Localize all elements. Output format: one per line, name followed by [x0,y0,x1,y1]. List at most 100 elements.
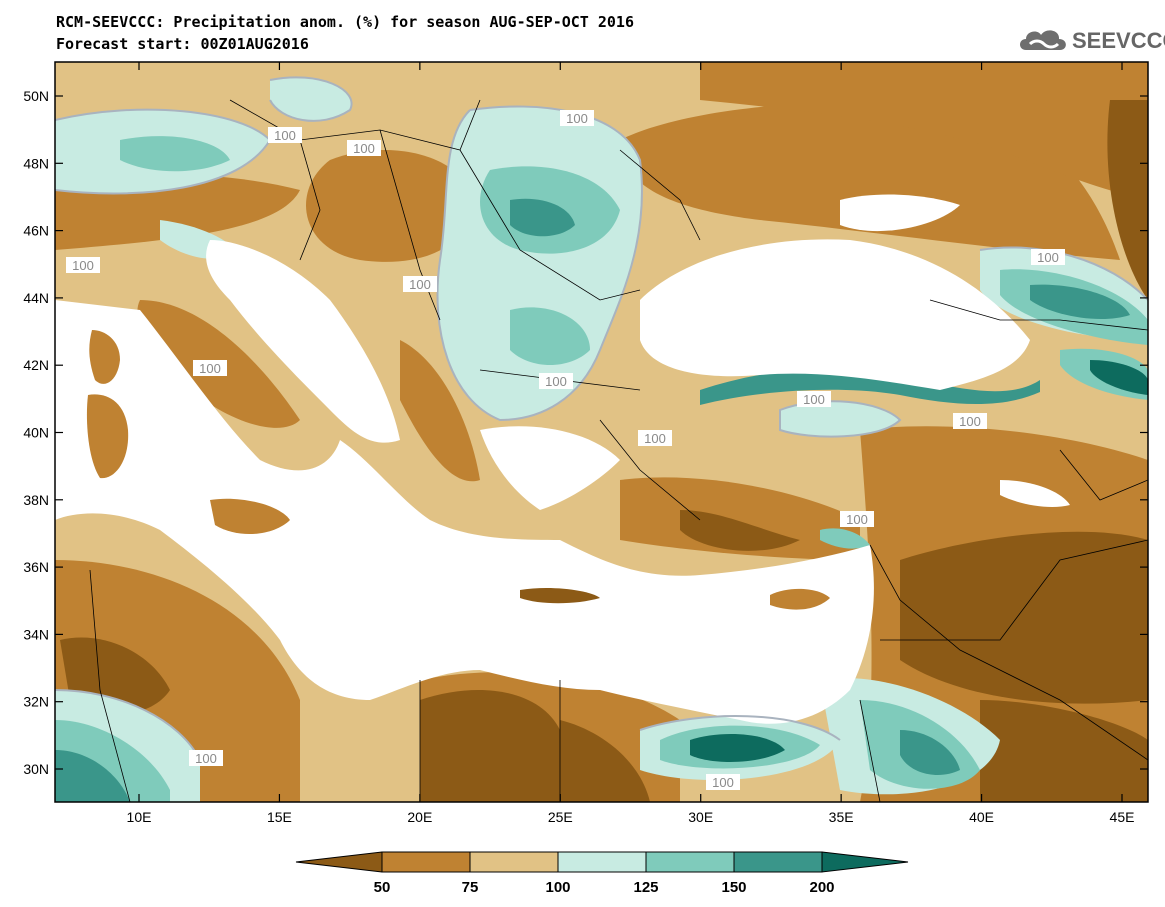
contour-label-3: 100 [347,140,381,156]
lon-tick-label: 10E [127,809,152,825]
field-region [700,367,1040,405]
field-region [306,150,472,262]
contour-100 [55,76,1148,761]
colorbar-tick-label: 100 [545,879,570,896]
crete-island [520,587,600,604]
aegean-sea [480,426,620,510]
svg-text:100: 100 [274,128,296,143]
lat-tick-label: 46N [23,223,49,239]
lat-tick-label: 48N [23,155,49,171]
field-region [690,734,785,762]
svg-text:100: 100 [846,512,868,527]
colorbar-segment [557,851,647,873]
field-region [420,690,560,802]
svg-text:100: 100 [72,258,94,273]
colorbar-segment [645,851,735,873]
svg-text:100: 100 [195,751,217,766]
colorbar-tick-label: 200 [809,879,834,896]
lat-tick-label: 36N [23,559,49,575]
field-region [560,720,650,802]
contour-label-11: 100 [638,430,672,446]
lat-tick-label: 44N [23,290,49,306]
lat-tick-label: 40N [23,425,49,441]
lon-tick-label: 45E [1110,809,1135,825]
field-region [900,531,1148,704]
logo-text: SEEVCCC [1072,28,1165,53]
contour-label-14: 100 [706,774,740,790]
corsica-island [89,330,120,384]
lat-tick-label: 50N [23,88,49,104]
forecast-start-label: Forecast start: 00Z01AUG2016 [56,35,309,53]
lat-tick-label: 30N [23,761,49,777]
colorbar: 50 75 100 125 150 200 [295,851,909,896]
lon-tick-label: 25E [548,809,573,825]
field-region [620,477,860,560]
seevccc-logo: SEEVCCC [1016,22,1165,56]
field-region [400,340,480,482]
cyprus-island [770,588,830,610]
colorbar-segment [381,851,471,873]
field-region [900,730,960,775]
lon-tick-label: 35E [829,809,854,825]
svg-text:100: 100 [1037,250,1059,265]
field-region [700,62,1148,200]
field-region [55,750,130,802]
country-borders [89,99,1148,802]
colorbar-arrow-low [295,851,383,873]
colorbar-tick-label: 125 [633,879,658,896]
adriatic-sea [206,240,400,443]
field-region [780,401,900,437]
svg-text:100: 100 [712,775,734,790]
colorbar-segment [469,851,559,873]
field-region [1107,100,1148,300]
colorbar-segment [733,851,823,873]
lon-tick-label: 30E [688,809,713,825]
contour-label-8: 100 [539,373,573,389]
field-region [510,307,590,365]
svg-text:100: 100 [566,111,588,126]
field-region [1090,360,1148,395]
black-sea [640,239,1030,390]
contour-labels: 100 100 100 100 100 100 100 100 100 100 … [66,110,1065,790]
field-region [510,198,575,237]
field-region [680,510,800,551]
colorbar-tick-label: 150 [721,879,746,896]
lat-tick-label: 38N [23,492,49,508]
svg-text:100: 100 [959,414,981,429]
lat-tick-label: 42N [23,357,49,373]
lat-tick-label: 34N [23,626,49,642]
svg-text:100: 100 [803,392,825,407]
svg-text:100: 100 [199,361,221,376]
cloud-icon [1020,30,1066,50]
lat-tick-label: 32N [23,694,49,710]
lon-tick-label: 20E [407,809,432,825]
contour-label-6: 100 [403,276,437,292]
colorbar-tick-label: 50 [374,879,391,896]
svg-text:100: 100 [409,277,431,292]
field-region [120,136,230,172]
contour-label-5: 100 [66,257,100,273]
contour-label-1: 100 [560,110,594,126]
lake [1000,480,1070,507]
contour-label-9: 100 [797,391,831,407]
svg-text:100: 100 [353,141,375,156]
svg-text:100: 100 [545,374,567,389]
field-region [1030,284,1130,320]
contour-label-12: 100 [840,511,874,527]
field-region [270,77,352,121]
field-region [820,528,870,549]
svg-text:100: 100 [644,431,666,446]
mediterranean-sea [55,300,874,724]
contour-label-2: 100 [268,127,302,143]
contour-label-4: 100 [1031,249,1065,265]
field-region [980,700,1148,802]
map-field [55,62,1148,802]
contour-label-13: 100 [189,750,223,766]
lon-tick-label: 40E [969,809,994,825]
contour-label-10: 100 [953,413,987,429]
latitude-axis: 50N 48N 46N 44N 42N 40N 38N 36N 34N 32N 30N [23,88,1148,777]
sicily-island [210,498,290,535]
sea-of-azov [840,194,960,232]
lon-tick-label: 15E [267,809,292,825]
